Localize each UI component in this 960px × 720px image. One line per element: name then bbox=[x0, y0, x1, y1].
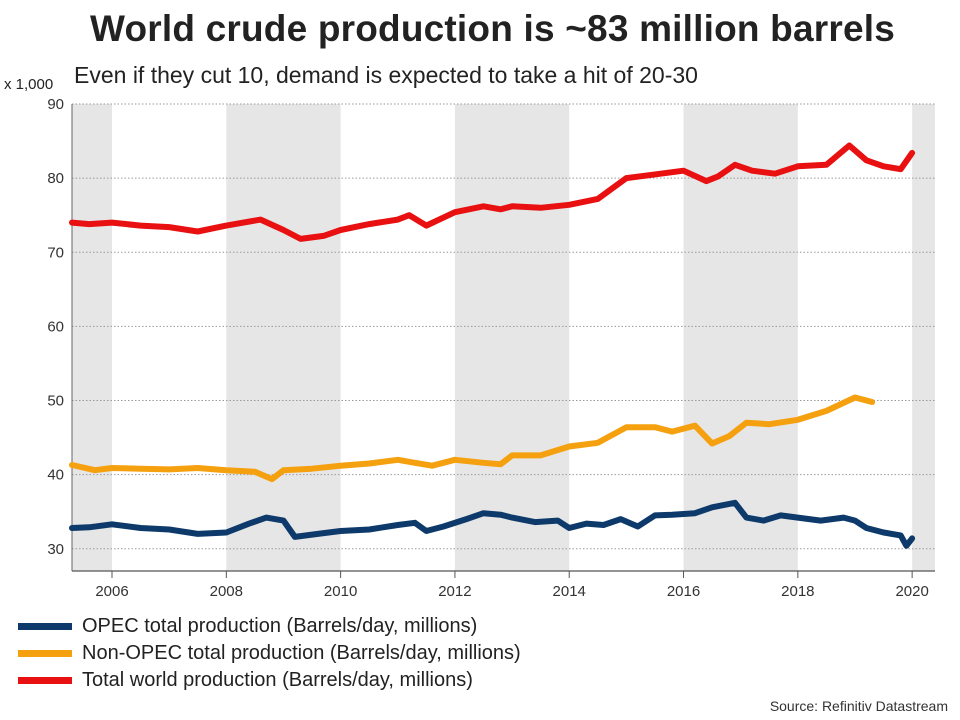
x-tick-label-2016: 2016 bbox=[667, 583, 700, 600]
x-tick-label-2014: 2014 bbox=[553, 583, 586, 600]
source-note: Source: Refinitiv Datastream bbox=[769, 698, 948, 714]
y-tick-label-90: 90 bbox=[47, 96, 64, 113]
y-axis: 30 40 50 60 70 80 90 bbox=[47, 96, 73, 571]
y-tick-label-50: 50 bbox=[47, 393, 64, 410]
y-tick-label-70: 70 bbox=[47, 244, 64, 261]
chart-subtitle: Even if they cut 10, demand is expected … bbox=[74, 62, 698, 88]
x-tick-label-2020: 2020 bbox=[895, 583, 928, 600]
x-tick-label-2010: 2010 bbox=[324, 583, 357, 600]
legend-swatch-non-opec bbox=[18, 650, 72, 657]
x-tick-label-2008: 2008 bbox=[210, 583, 243, 600]
series-line-total-world bbox=[69, 142, 916, 242]
chart-title: World crude production is ~83 million ba… bbox=[89, 8, 895, 49]
x-tick-label-2012: 2012 bbox=[438, 583, 471, 600]
x-tick-label-2006: 2006 bbox=[95, 583, 128, 600]
x-axis: 2006 2008 2010 2012 2014 2016 2018 2020 bbox=[72, 570, 935, 600]
x-tick-label-2018: 2018 bbox=[781, 583, 814, 600]
y-tick-label-40: 40 bbox=[47, 467, 64, 484]
series-line-non-opec bbox=[69, 394, 876, 483]
y-tick-label-30: 30 bbox=[47, 541, 64, 558]
legend-label-total-world: Total world production (Barrels/day, mil… bbox=[82, 669, 473, 691]
gridlines bbox=[72, 103, 935, 550]
shaded-band-1 bbox=[226, 104, 341, 571]
shaded-band-2 bbox=[454, 104, 570, 571]
legend-swatch-total-world bbox=[18, 677, 72, 684]
legend-label-non-opec: Non-OPEC total production (Barrels/day, … bbox=[82, 642, 521, 664]
y-tick-label-60: 60 bbox=[47, 318, 64, 335]
shaded-band-4 bbox=[912, 104, 935, 571]
legend-swatch-opec bbox=[18, 623, 72, 630]
legend-label-opec: OPEC total production (Barrels/day, mill… bbox=[82, 615, 478, 637]
series-line-opec bbox=[69, 499, 916, 549]
series-lines bbox=[69, 142, 916, 549]
y-tick-label-80: 80 bbox=[47, 170, 64, 187]
y-axis-unit-label: x 1,000 bbox=[4, 76, 54, 93]
shaded-band-0 bbox=[72, 104, 113, 571]
shaded-year-bands bbox=[72, 104, 935, 571]
